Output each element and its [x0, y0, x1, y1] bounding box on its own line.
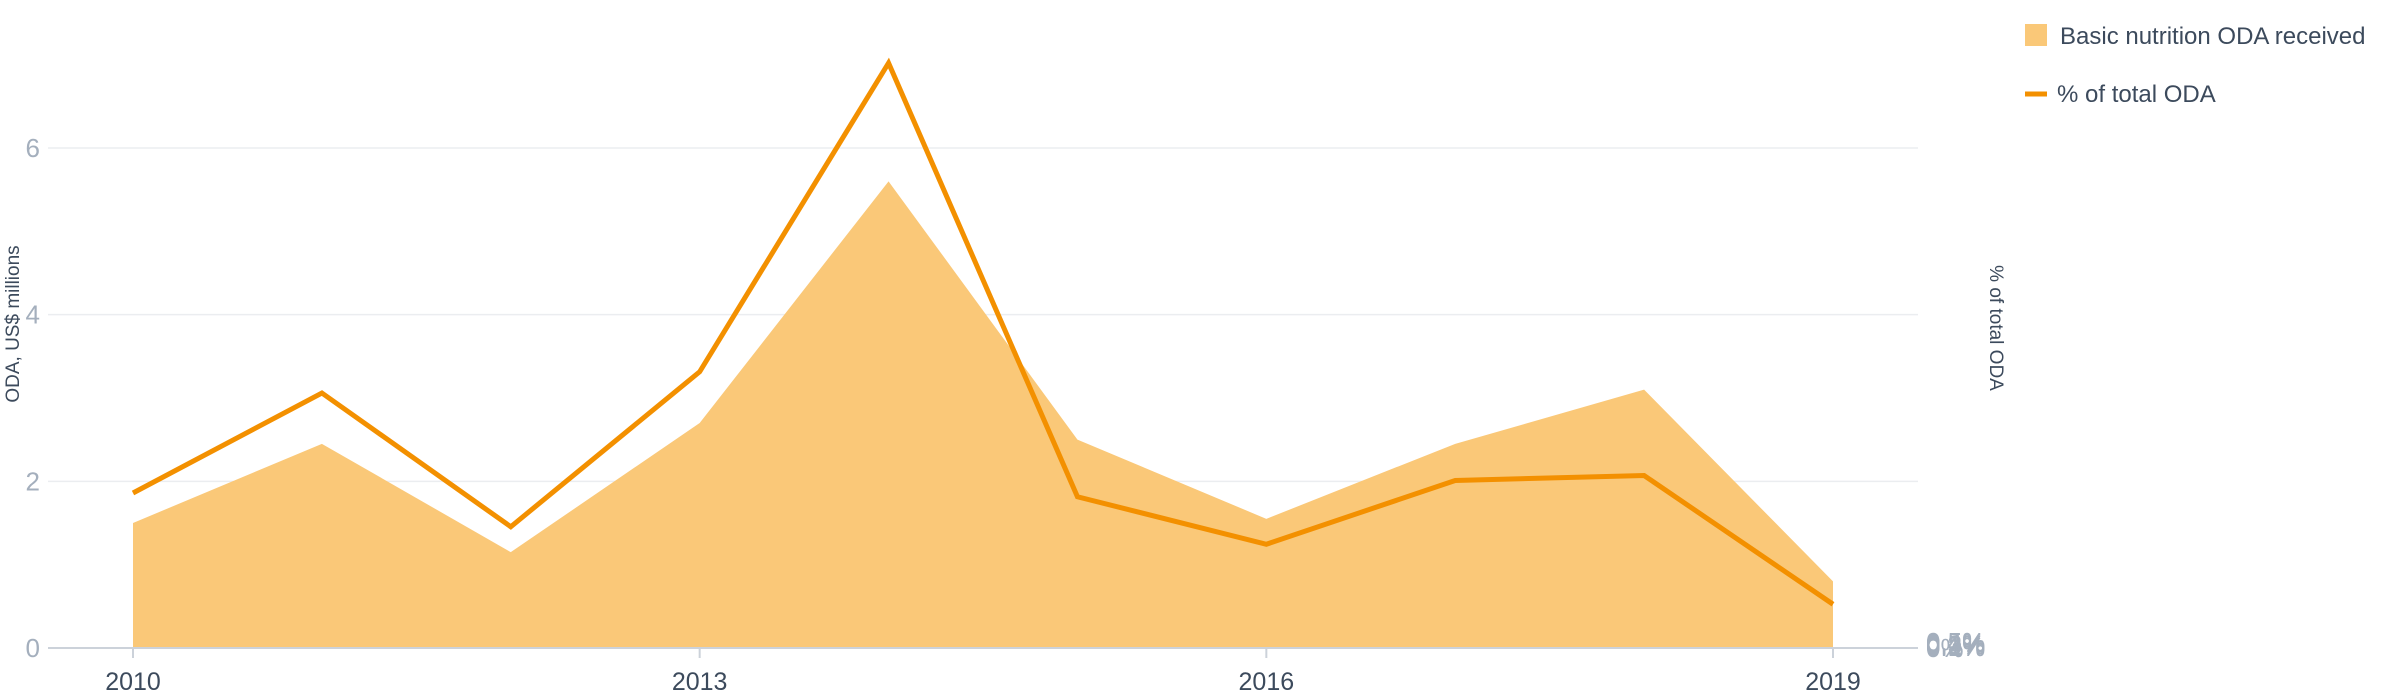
y2-tick-label: 0.4% — [1926, 628, 1985, 658]
legend-area-swatch — [2025, 24, 2047, 46]
y2-tick-label: 0.3% — [1926, 629, 1985, 659]
area-oda-received — [133, 181, 1833, 649]
y-tick-label: 6 — [26, 133, 40, 163]
y-tick-label: 4 — [26, 300, 40, 330]
y2-tick-label: 0.2% — [1926, 631, 1985, 661]
y-axis-title: ODA, US$ millions — [3, 245, 24, 402]
y2-tick-label: 0.5% — [1926, 627, 1985, 657]
y-tick-label: 0 — [26, 633, 40, 663]
area-series — [133, 181, 1833, 649]
x-tick-label: 2019 — [1805, 668, 1861, 696]
line-percent-total-oda — [131, 57, 1835, 607]
line-series — [131, 57, 1835, 607]
axes: 0 2 4 6 0%0.1%0.2%0.3%0.4%0.5% 2010 2013 2016 20… — [26, 133, 1986, 696]
y-tick-label: 2 — [26, 466, 40, 496]
y2-axis-title: % of total ODA — [1985, 265, 2006, 391]
x-tick-label: 2016 — [1239, 668, 1295, 696]
legend[interactable]: Basic nutrition ODA received % of total … — [2025, 23, 2365, 108]
x-tick-label: 2010 — [105, 668, 161, 696]
x-tick-label: 2013 — [672, 668, 728, 696]
legend-line-label: % of total ODA — [2057, 81, 2216, 108]
y2-tick-label: 0.1% — [1926, 632, 1985, 662]
y2-tick-label: 0% — [1926, 633, 1964, 663]
legend-area-label: Basic nutrition ODA received — [2060, 23, 2365, 50]
